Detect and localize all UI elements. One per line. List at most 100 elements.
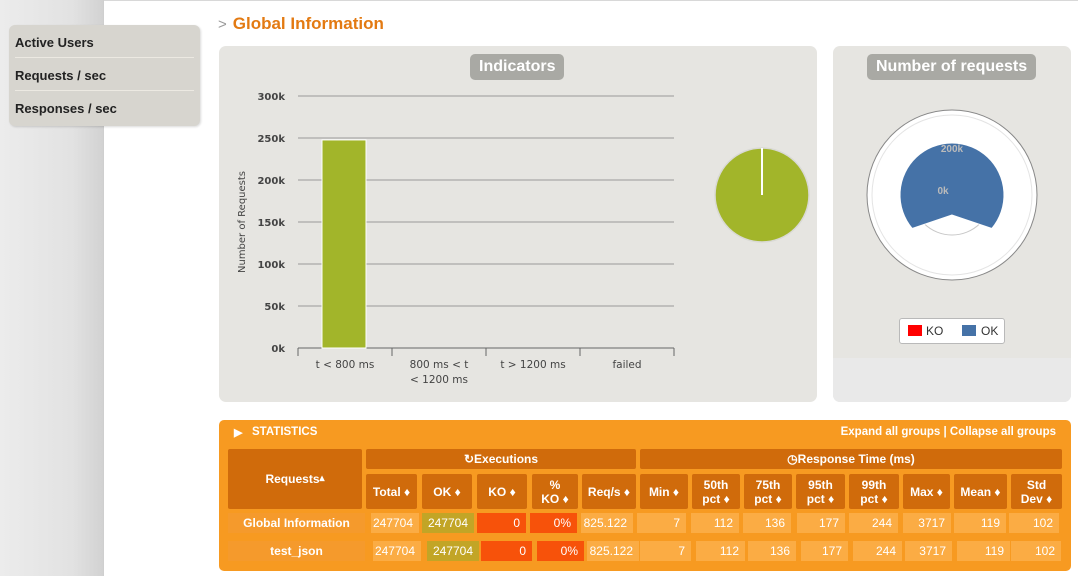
x-tick-label: t < 800 ms xyxy=(316,359,375,371)
sort-asc-icon: ▴ xyxy=(319,473,325,484)
table-row-name[interactable]: test_json xyxy=(228,541,365,561)
page-title-text: Global Information xyxy=(232,14,384,33)
column-header-95th-pct[interactable]: 95th pct ♦ xyxy=(796,474,845,509)
column-header-75th-pct[interactable]: 75th pct ♦ xyxy=(744,474,792,509)
statistics-table: ▶ STATISTICS Expand all groups | Collaps… xyxy=(219,420,1071,571)
response-time-header-label: Response Time (ms) xyxy=(797,452,915,466)
y-tick-label: 150k xyxy=(257,218,285,229)
table-cell: 247704 xyxy=(427,541,479,561)
side-menu: Active Users Requests / sec Responses / … xyxy=(9,25,200,126)
collapse-all-link[interactable]: Collapse all groups xyxy=(949,426,1056,438)
y-tick-label: 100k xyxy=(257,260,285,271)
top-border xyxy=(0,0,1078,1)
group-links: Expand all groups | Collapse all groups xyxy=(841,426,1056,438)
menu-item-requests-per-sec[interactable]: Requests / sec xyxy=(15,58,194,91)
table-cell: 0 xyxy=(481,541,532,561)
column-header--ko[interactable]: % KO ♦ xyxy=(532,474,578,509)
statistics-header: ▶ STATISTICS Expand all groups | Collaps… xyxy=(219,420,1071,446)
column-header-line: Dev ♦ xyxy=(1020,491,1053,506)
expand-all-link[interactable]: Expand all groups xyxy=(840,426,941,438)
column-header-max[interactable]: Max ♦ xyxy=(903,474,950,509)
page-title: > Global Information xyxy=(218,14,384,34)
bar xyxy=(321,139,367,349)
legend-ok-label[interactable]: OK xyxy=(981,324,999,338)
table-cell: 7 xyxy=(637,513,686,533)
statistics-title[interactable]: STATISTICS xyxy=(252,426,318,438)
column-header-req-s[interactable]: Req/s ♦ xyxy=(582,474,636,509)
column-header-line: 99th xyxy=(861,477,887,492)
menu-item-responses-per-sec[interactable]: Responses / sec xyxy=(15,101,117,116)
indicators-panel: Indicators 0k 50k 100k 150k 200k 250k 300k Numb… xyxy=(219,46,817,402)
table-cell: 102 xyxy=(1009,513,1059,533)
y-tick-label: 250k xyxy=(257,134,285,145)
column-header-50th-pct[interactable]: 50th pct ♦ xyxy=(692,474,740,509)
refresh-icon: ↻ xyxy=(463,452,475,466)
requests-pie-chart: 200k 0k xyxy=(866,109,1038,281)
gauge-label-200k: 200k xyxy=(941,144,964,155)
table-cell: 112 xyxy=(691,513,739,533)
clock-icon: ◷ xyxy=(787,452,798,466)
column-header-label: OK ♦ xyxy=(433,484,461,499)
x-tick-label: 800 ms < t xyxy=(410,359,469,371)
table-row-name[interactable]: Global Information xyxy=(228,513,365,533)
column-header-ok[interactable]: OK ♦ xyxy=(422,474,472,509)
table-cell: 3717 xyxy=(903,513,951,533)
x-tick-label: t > 1200 ms xyxy=(500,359,565,371)
column-header-ko[interactable]: KO ♦ xyxy=(477,474,527,509)
column-header-label: Mean ♦ xyxy=(960,484,1001,499)
requests-column-header[interactable]: Requests ▴ xyxy=(228,449,362,509)
column-header-label: 50th pct ♦ xyxy=(702,478,729,506)
table-cell: 119 xyxy=(957,541,1010,561)
table-cell: 7 xyxy=(640,541,691,561)
column-header-label: Max ♦ xyxy=(910,484,943,499)
column-header-label: % KO ♦ xyxy=(541,478,568,506)
y-tick-label: 200k xyxy=(257,176,285,187)
x-tick-label: failed xyxy=(612,359,641,371)
menu-item-active-users[interactable]: Active Users xyxy=(15,25,194,58)
table-cell: 136 xyxy=(743,513,791,533)
y-tick-label: 0k xyxy=(271,344,285,355)
pie-slice-ok xyxy=(899,142,1005,230)
column-header-label: 95th pct ♦ xyxy=(807,478,834,506)
table-cell: 119 xyxy=(954,513,1006,533)
x-tick-label: < 1200 ms xyxy=(410,374,468,386)
column-header-total[interactable]: Total ♦ xyxy=(366,474,417,509)
column-header-label: Min ♦ xyxy=(648,484,680,499)
link-separator: | xyxy=(943,426,947,438)
column-header-min[interactable]: Min ♦ xyxy=(640,474,688,509)
legend-ko-label[interactable]: KO xyxy=(926,324,944,338)
column-header-99th-pct[interactable]: 99th pct ♦ xyxy=(849,474,899,509)
gauge-inner-ring xyxy=(871,114,1033,276)
column-header-mean[interactable]: Mean ♦ xyxy=(954,474,1007,509)
column-header-label: Std Dev ♦ xyxy=(1021,478,1052,506)
table-cell: 3717 xyxy=(905,541,952,561)
chevron-right-icon: > xyxy=(218,16,227,33)
table-cell: 136 xyxy=(748,541,796,561)
executions-header-label: Executions xyxy=(474,452,539,466)
y-tick-label: 300k xyxy=(257,92,285,103)
column-header-std-dev[interactable]: Std Dev ♦ xyxy=(1011,474,1062,509)
table-cell: 247704 xyxy=(422,513,474,533)
column-header-label: 75th pct ♦ xyxy=(754,478,781,506)
table-cell: 112 xyxy=(696,541,745,561)
table-cell: 244 xyxy=(849,513,898,533)
column-header-line: 75th xyxy=(755,477,781,492)
column-header-line: 50th xyxy=(703,477,729,492)
legend-ko-swatch xyxy=(908,325,922,336)
column-header-line: pct ♦ xyxy=(860,491,888,506)
table-cell: 244 xyxy=(853,541,902,561)
column-header-label: Total ♦ xyxy=(372,484,411,499)
triangle-right-icon[interactable]: ▶ xyxy=(234,427,243,439)
requests-legend: KO OK xyxy=(899,318,1005,344)
panel-footer xyxy=(833,358,1071,402)
column-header-line: pct ♦ xyxy=(754,491,782,506)
table-cell: 247704 xyxy=(373,541,421,561)
legend-ok-swatch xyxy=(962,325,976,336)
column-header-line: KO ♦ xyxy=(541,491,569,506)
column-header-label: KO ♦ xyxy=(488,484,516,499)
column-header-label: 99th pct ♦ xyxy=(860,478,887,506)
table-cell: 825.122 xyxy=(581,513,633,533)
column-header-line: % xyxy=(549,477,561,492)
column-header-label: Req/s ♦ xyxy=(587,484,631,499)
table-cell: 177 xyxy=(797,513,845,533)
